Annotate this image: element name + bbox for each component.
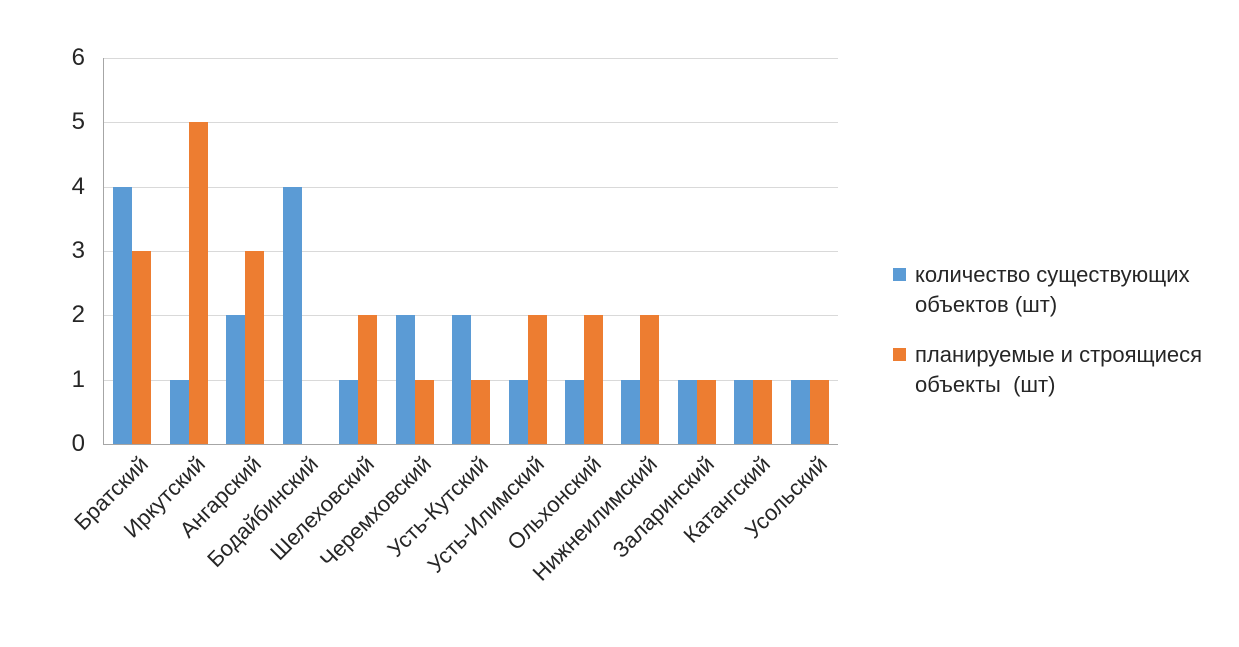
legend-label: планируемые и строящиеся объекты (шт) [915, 342, 1209, 397]
gridline-3 [103, 251, 838, 252]
bar-group-Усольский [782, 58, 838, 444]
bar-group-Нижнеилимский [612, 58, 668, 444]
bar [452, 315, 472, 444]
bar-group-Иркутский [160, 58, 216, 444]
bar-group-Братский [104, 58, 160, 444]
bar-group-Катангский [725, 58, 781, 444]
bar [339, 379, 359, 444]
bar [677, 379, 697, 444]
bar [188, 122, 208, 444]
bar [527, 315, 547, 444]
bar-group-Заларинский [669, 58, 725, 444]
gridline-0 [103, 444, 838, 445]
bar [753, 379, 773, 444]
y-axis-line [103, 58, 104, 444]
bar-group-Ольхонский [556, 58, 612, 444]
plot-area [103, 58, 838, 445]
bar [414, 379, 434, 444]
bars-container [104, 58, 838, 444]
bar [245, 251, 265, 444]
bar [113, 186, 133, 444]
y-tick-label-2: 2 [71, 301, 85, 329]
bar [790, 379, 810, 444]
bar-group-Бодайбинский [273, 58, 329, 444]
bar [564, 379, 584, 444]
gridline-4 [103, 186, 838, 188]
bar [734, 379, 754, 444]
legend: количество существующих объектов (шт) пл… [893, 260, 1215, 400]
bar-group-Шелеховский [330, 58, 386, 444]
bar [621, 379, 641, 444]
legend-swatch-blue [893, 268, 906, 281]
y-tick-label-4: 4 [71, 172, 85, 200]
legend-swatch-orange [893, 348, 906, 361]
gridline-6 [103, 58, 838, 59]
bar-group-Усть-Кутский [443, 58, 499, 444]
bar [471, 379, 491, 444]
bar [809, 379, 829, 444]
bar [169, 379, 189, 444]
legend-label: количество существующих объектов (шт) [915, 262, 1196, 317]
y-tick-label-6: 6 [71, 44, 85, 71]
legend-item-planned-objects: планируемые и строящиеся объекты (шт) [893, 340, 1215, 400]
y-tick-label-3: 3 [71, 237, 85, 264]
bar [640, 315, 660, 444]
y-tick-label-1: 1 [71, 365, 85, 393]
bar [226, 315, 246, 444]
bar-group-Усть-Илимский [499, 58, 555, 444]
y-tick-label-0: 0 [71, 430, 85, 457]
bar [395, 315, 415, 444]
gridline-5 [103, 122, 838, 124]
bar [132, 251, 152, 444]
bar [358, 315, 378, 444]
bar [508, 379, 528, 444]
bar [583, 315, 603, 444]
y-tick-label-5: 5 [71, 108, 85, 136]
bar-group-Черемховский [386, 58, 442, 444]
legend-item-existing-objects: количество существующих объектов (шт) [893, 260, 1215, 320]
bar-group-Ангарский [217, 58, 273, 444]
bar [282, 186, 302, 444]
bar [696, 379, 716, 444]
